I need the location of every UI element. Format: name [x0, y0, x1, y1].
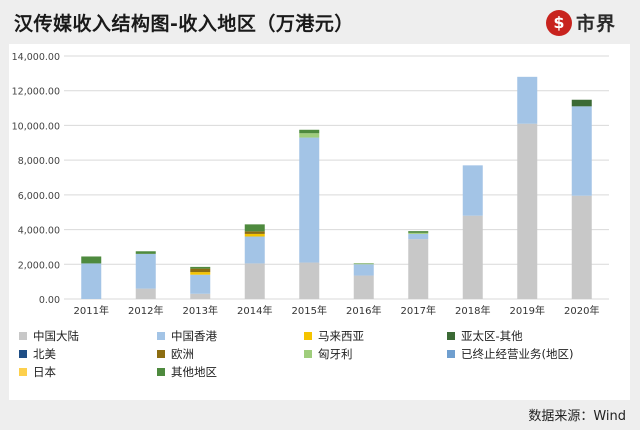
bar-segment: [81, 263, 102, 299]
bar-segment: [244, 236, 265, 264]
bar-segment: [408, 233, 429, 240]
bar-segment: [190, 266, 211, 269]
legend-swatch: [19, 350, 27, 358]
legend-label: 匈牙利: [318, 347, 353, 361]
legend-label: 欧洲: [171, 347, 194, 361]
legend-label: 马来西亚: [318, 329, 364, 343]
bar-segment: [408, 232, 429, 234]
x-tick-label: 2011年: [74, 304, 109, 317]
bar-segment: [135, 253, 156, 289]
legend-label: 北美: [33, 347, 56, 361]
bar-segment: [190, 268, 211, 273]
x-tick-label: 2018年: [455, 304, 490, 317]
legend-swatch: [447, 350, 455, 358]
bar-segment: [408, 239, 429, 299]
bar-segment: [517, 123, 538, 299]
legend-swatch: [19, 332, 27, 340]
x-tick-label: 2020年: [564, 304, 599, 317]
bar-segment: [81, 256, 102, 264]
bar-segment: [244, 231, 265, 234]
y-tick-label: 14,000.00: [12, 52, 60, 63]
legend-swatch: [157, 350, 165, 358]
chart-panel: 0.00 2,000.00 4,000.00 6,000.00 8,000.00 10,0…: [9, 44, 630, 400]
bar-segment: [299, 133, 320, 138]
page-title: 汉传媒收入结构图-收入地区（万港元）: [14, 13, 354, 35]
x-tick-label: 2019年: [510, 304, 545, 317]
x-tick-label: 2017年: [401, 304, 436, 317]
legend-swatch: [157, 368, 165, 376]
y-tick-label: 0.00: [39, 295, 60, 306]
bar-segment: [190, 293, 211, 299]
bar-segment: [517, 76, 538, 124]
x-tick-label: 2013年: [183, 304, 218, 317]
x-tick-label: 2014年: [237, 304, 272, 317]
y-tick-label: 4,000.00: [18, 226, 60, 237]
bar-segment: [571, 106, 592, 196]
bar-segment: [353, 263, 374, 265]
x-tick-label: 2016年: [346, 304, 381, 317]
bar-segment: [244, 263, 265, 299]
y-tick-label: 10,000.00: [12, 121, 60, 132]
bar-segment: [244, 233, 265, 237]
x-tick-label: 2015年: [292, 304, 327, 317]
bar-segment: [571, 99, 592, 107]
legend-swatch: [157, 332, 165, 340]
legend-swatch: [304, 350, 312, 358]
y-tick-label: 2,000.00: [18, 260, 60, 271]
bar-segment: [190, 272, 211, 275]
legend-swatch: [19, 368, 27, 376]
stacked-bar-chart: 0.00 2,000.00 4,000.00 6,000.00 8,000.00 10,0…: [12, 52, 609, 379]
legend-label: 已终止经营业务(地区): [461, 347, 573, 361]
bar-segment: [244, 224, 265, 232]
y-tick-label: 8,000.00: [18, 156, 60, 167]
shijie-coin-logo-icon: $: [545, 9, 572, 36]
legend-label: 中国香港: [171, 329, 217, 343]
bar-segment: [462, 165, 483, 216]
bar-segment: [299, 262, 320, 299]
bar-segment: [353, 275, 374, 299]
legend-label: 中国大陆: [33, 329, 79, 343]
bar-segment: [299, 137, 320, 263]
bar-segment: [462, 215, 483, 299]
brand-name: 市界: [575, 13, 616, 35]
bar-segment: [571, 195, 592, 299]
bar-segment: [190, 274, 211, 294]
y-tick-label: 6,000.00: [18, 191, 60, 202]
bar-segment: [135, 251, 156, 254]
legend-label: 其他地区: [171, 365, 217, 379]
legend-label: 亚太区-其他: [461, 329, 523, 343]
data-source-note: 数据来源：Wind: [528, 409, 626, 424]
x-tick-label: 2012年: [128, 304, 163, 317]
legend-swatch: [447, 332, 455, 340]
bar-segment: [353, 264, 374, 276]
legend-swatch: [304, 332, 312, 340]
bar-segment: [299, 129, 320, 134]
bar-segment: [408, 231, 429, 233]
legend-label: 日本: [33, 365, 56, 379]
y-tick-label: 12,000.00: [12, 87, 60, 98]
brand-logo: $ 市界: [545, 9, 616, 36]
bar-segment: [135, 288, 156, 299]
